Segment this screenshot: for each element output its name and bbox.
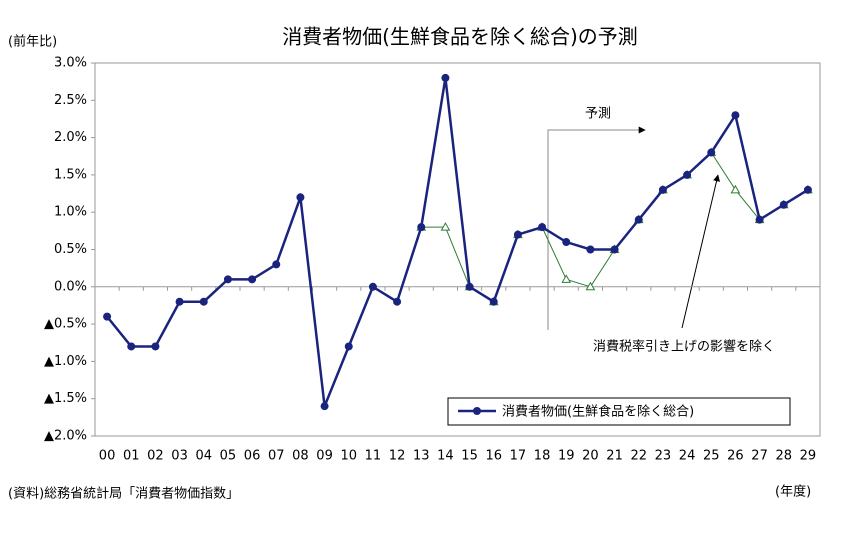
data-point xyxy=(103,312,112,321)
data-point xyxy=(586,245,595,254)
data-point xyxy=(634,215,643,224)
annotation: 予測 xyxy=(585,107,611,122)
x-tick-label: 14 xyxy=(437,449,454,464)
data-point xyxy=(731,111,740,120)
legend-label: 消費者物価(生鮮食品を除く総合) xyxy=(502,404,694,420)
data-point xyxy=(513,230,522,239)
data-point xyxy=(223,275,232,284)
x-axis-label: (年度) xyxy=(775,484,811,500)
x-tick-label: 21 xyxy=(606,449,623,464)
y-tick-label: ▲0.5% xyxy=(44,317,87,332)
data-point xyxy=(296,193,305,202)
data-point xyxy=(440,222,451,231)
x-tick-label: 06 xyxy=(244,449,261,464)
data-point xyxy=(199,297,208,306)
x-tick-label: 23 xyxy=(655,449,672,464)
y-tick-label: 2.5% xyxy=(54,93,87,108)
legend-box xyxy=(447,397,791,426)
source: (資料)総務省統計局「消費者物価指数」 xyxy=(8,486,239,502)
x-tick-label: 08 xyxy=(292,449,309,464)
x-tick-label: 12 xyxy=(389,449,406,464)
y-tick-label: ▲2.0% xyxy=(44,429,87,444)
x-tick-label: 16 xyxy=(485,449,502,464)
x-tick-label: 02 xyxy=(147,449,164,464)
x-tick-label: 20 xyxy=(582,449,599,464)
data-point xyxy=(561,274,572,283)
x-tick-label: 29 xyxy=(800,449,817,464)
data-point xyxy=(562,238,571,247)
y-tick-label: 1.5% xyxy=(54,167,87,182)
chart-title: 消費者物価(生鮮食品を除く総合)の予測 xyxy=(282,25,638,49)
x-tick-label: 09 xyxy=(316,449,333,464)
data-point xyxy=(175,297,184,306)
data-point xyxy=(344,342,353,351)
series-line xyxy=(106,77,809,407)
data-point xyxy=(755,215,764,224)
x-tick-label: 19 xyxy=(558,449,575,464)
data-point xyxy=(368,282,377,291)
x-tick-label: 10 xyxy=(340,449,357,464)
x-tick-label: 04 xyxy=(195,449,212,464)
data-point xyxy=(585,281,596,291)
y-tick-label: ▲1.5% xyxy=(44,391,87,406)
data-point xyxy=(441,73,450,82)
data-point xyxy=(803,185,812,194)
data-point xyxy=(248,275,257,284)
y-tick-label: 0.0% xyxy=(54,279,87,294)
annotation: 消費税率引き上げの影響を除く xyxy=(593,339,775,355)
y-tick-label: 0.5% xyxy=(54,242,87,257)
x-tick-label: 17 xyxy=(510,449,527,464)
data-point xyxy=(730,184,741,194)
data-point xyxy=(272,260,281,269)
x-tick-label: 03 xyxy=(171,449,188,464)
data-point xyxy=(489,297,498,306)
data-point xyxy=(393,297,402,306)
data-point xyxy=(127,342,136,351)
x-tick-label: 11 xyxy=(365,449,382,464)
x-tick-label: 25 xyxy=(703,449,720,464)
x-tick-label: 01 xyxy=(123,449,140,464)
data-point xyxy=(610,245,619,254)
x-tick-label: 26 xyxy=(727,449,744,464)
y-tick-label: 3.0% xyxy=(54,56,87,71)
data-point xyxy=(417,223,426,232)
x-tick-label: 24 xyxy=(679,449,696,464)
x-tick-label: 27 xyxy=(751,449,768,464)
x-tick-label: 15 xyxy=(461,449,478,464)
plot-frame xyxy=(94,62,821,437)
x-tick-label: 18 xyxy=(534,449,551,464)
data-point xyxy=(320,402,329,411)
data-point xyxy=(658,185,667,194)
y-axis-label: (前年比) xyxy=(8,34,57,50)
x-tick-label: 13 xyxy=(413,449,430,464)
data-point xyxy=(465,282,474,291)
y-tick-label: 2.0% xyxy=(54,130,87,145)
legend-marker xyxy=(473,407,481,415)
annotation-arrow xyxy=(681,174,720,329)
data-point xyxy=(151,342,160,351)
y-tick-label: ▲1.0% xyxy=(44,354,87,369)
data-point xyxy=(779,200,788,209)
x-tick-label: 05 xyxy=(220,449,237,464)
forecast-arrow xyxy=(547,126,646,330)
x-tick-label: 22 xyxy=(630,449,647,464)
data-point xyxy=(538,223,547,232)
x-tick-label: 28 xyxy=(775,449,792,464)
x-tick-label: 00 xyxy=(99,449,116,464)
y-tick-label: 1.0% xyxy=(54,205,87,220)
x-tick-label: 07 xyxy=(268,449,285,464)
data-point xyxy=(683,170,692,179)
data-point xyxy=(707,148,716,157)
